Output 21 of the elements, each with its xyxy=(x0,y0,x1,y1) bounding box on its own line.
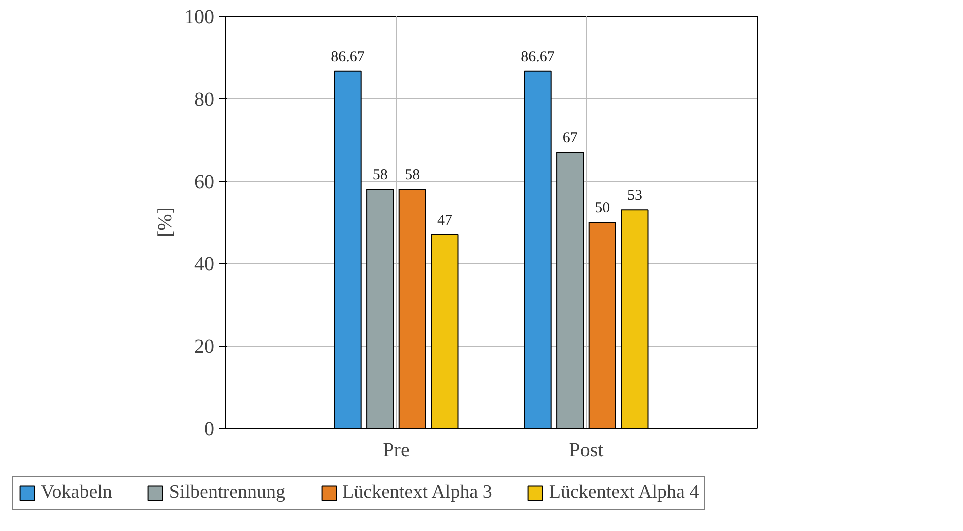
data-label: 86.67 xyxy=(331,49,366,66)
x-tick-label: Pre xyxy=(383,440,410,462)
legend-label: Lückentext Alpha 4 xyxy=(549,482,700,504)
y-tick-label: 0 xyxy=(204,418,214,440)
data-label: 50 xyxy=(595,200,610,216)
data-label: 58 xyxy=(372,168,388,184)
y-tick-label: 80 xyxy=(194,88,214,111)
legend-label: Lückentext Alpha 3 xyxy=(342,482,492,504)
y-tick-label: 40 xyxy=(194,254,214,276)
legend-label: Silbentrennung xyxy=(169,482,286,504)
data-label: 67 xyxy=(562,130,578,146)
x-tick-label: Post xyxy=(569,440,604,462)
legend-label: Vokabeln xyxy=(41,482,112,504)
data-label: 53 xyxy=(627,188,642,204)
data-label: 86.67 xyxy=(521,49,556,66)
data-label: 58 xyxy=(405,168,420,184)
y-axis-title: [%] xyxy=(154,208,176,238)
y-tick-label: 20 xyxy=(194,336,214,358)
y-tick-label: 60 xyxy=(194,171,214,194)
data-label: 47 xyxy=(437,212,453,229)
y-tick-label: 100 xyxy=(184,6,214,28)
